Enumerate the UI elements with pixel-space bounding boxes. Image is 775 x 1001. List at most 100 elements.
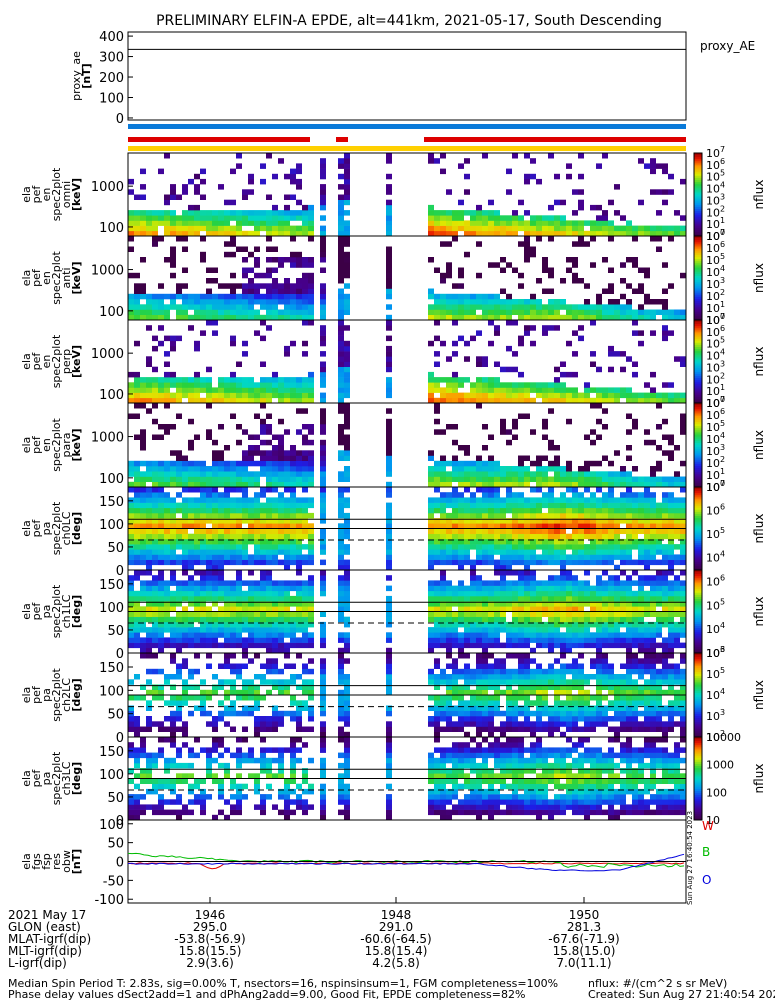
heatmap-cell <box>680 612 686 618</box>
heatmap-cell <box>476 315 482 321</box>
heatmap-cell <box>548 231 554 237</box>
heatmap-cell <box>440 341 446 347</box>
heatmap-cell <box>146 210 152 216</box>
heatmap-cell <box>206 367 212 373</box>
heatmap-cell <box>446 606 452 612</box>
heatmap-cell <box>218 711 224 717</box>
heatmap-cell <box>176 195 182 201</box>
heatmap-cell <box>482 549 488 555</box>
heatmap-cell <box>278 617 284 623</box>
heatmap-cell <box>224 445 230 451</box>
heatmap-cell <box>440 534 446 540</box>
heatmap-cell <box>506 669 512 675</box>
heatmap-cell <box>302 393 308 399</box>
heatmap-cell <box>452 529 458 535</box>
heatmap-cell <box>158 377 164 383</box>
heatmap-cell <box>266 575 272 581</box>
heatmap-cell <box>506 637 512 643</box>
heatmap-cell <box>176 283 182 289</box>
heatmap-cell <box>542 674 548 680</box>
heatmap-cell <box>242 247 248 253</box>
heatmap-cell <box>434 700 440 706</box>
y-tick-label: 1000 <box>91 431 124 446</box>
heatmap-cell <box>680 414 686 420</box>
heatmap-cell <box>266 414 272 420</box>
heatmap-cell <box>128 575 134 581</box>
heatmap-cell <box>272 315 278 321</box>
heatmap-cell <box>320 570 326 576</box>
heatmap-cell <box>572 549 578 555</box>
heatmap-cell <box>284 534 290 540</box>
heatmap-cell <box>500 586 506 592</box>
heatmap-cell <box>524 529 530 535</box>
heatmap-cell <box>656 549 662 555</box>
heatmap-cell <box>218 565 224 571</box>
heatmap-cell <box>518 283 524 289</box>
heatmap-cell <box>212 330 218 336</box>
heatmap-cell <box>254 294 260 300</box>
heatmap-cell <box>674 544 680 550</box>
heatmap-cell <box>554 586 560 592</box>
heatmap-cell <box>296 226 302 232</box>
heatmap-cell <box>242 387 248 393</box>
heatmap-cell <box>230 471 236 477</box>
heatmap-cell <box>428 398 434 404</box>
heatmap-cell <box>476 679 482 685</box>
heatmap-cell <box>482 695 488 701</box>
heatmap-cell <box>500 570 506 576</box>
heatmap-cell <box>218 315 224 321</box>
heatmap-cell <box>200 529 206 535</box>
heatmap-cell <box>452 617 458 623</box>
heatmap-cell <box>512 466 518 472</box>
heatmap-cell <box>212 461 218 467</box>
heatmap-cell <box>470 387 476 393</box>
heatmap-cell <box>260 544 266 550</box>
heatmap-cell <box>440 716 446 722</box>
heatmap-cell <box>668 591 674 597</box>
heatmap-cell <box>668 503 674 509</box>
heatmap-cell <box>632 320 638 326</box>
heatmap-cell <box>176 482 182 488</box>
heatmap-cell <box>590 529 596 535</box>
heatmap-cell <box>464 466 470 472</box>
heatmap-cell <box>152 617 158 623</box>
heatmap-cell <box>494 727 500 733</box>
heatmap-cell <box>290 382 296 388</box>
heatmap-cell <box>386 382 392 388</box>
heatmap-cell <box>158 695 164 701</box>
heatmap-cell <box>626 560 632 566</box>
heatmap-cell <box>464 700 470 706</box>
heatmap-cell <box>632 289 638 295</box>
heatmap-cell <box>134 382 140 388</box>
heatmap-cell <box>506 294 512 300</box>
heatmap-cell <box>206 565 212 571</box>
heatmap-cell <box>146 570 152 576</box>
heatmap-cell <box>464 653 470 659</box>
heatmap-cell <box>134 304 140 310</box>
heatmap-cell <box>512 367 518 373</box>
heatmap-cell <box>290 679 296 685</box>
heatmap-cell <box>530 477 536 483</box>
heatmap-cell <box>278 711 284 717</box>
heatmap-cell <box>554 534 560 540</box>
heatmap-cell <box>572 241 578 247</box>
heatmap-cell <box>524 617 530 623</box>
heatmap-cell <box>254 262 260 268</box>
heatmap-cell <box>500 466 506 472</box>
heatmap-cell <box>266 606 272 612</box>
heatmap-cell <box>236 382 242 388</box>
heatmap-cell <box>536 477 542 483</box>
heatmap-cell <box>308 273 314 279</box>
heatmap-cell <box>536 503 542 509</box>
heatmap-cell <box>206 575 212 581</box>
heatmap-cell <box>302 606 308 612</box>
heatmap-cell <box>170 210 176 216</box>
heatmap-cell <box>224 477 230 483</box>
heatmap-cell <box>446 637 452 643</box>
heatmap-cell <box>158 210 164 216</box>
heatmap-cell <box>200 226 206 232</box>
heatmap-cell <box>338 184 344 190</box>
heatmap-cell <box>344 565 350 571</box>
heatmap-cell <box>512 632 518 638</box>
heatmap-cell <box>338 382 344 388</box>
